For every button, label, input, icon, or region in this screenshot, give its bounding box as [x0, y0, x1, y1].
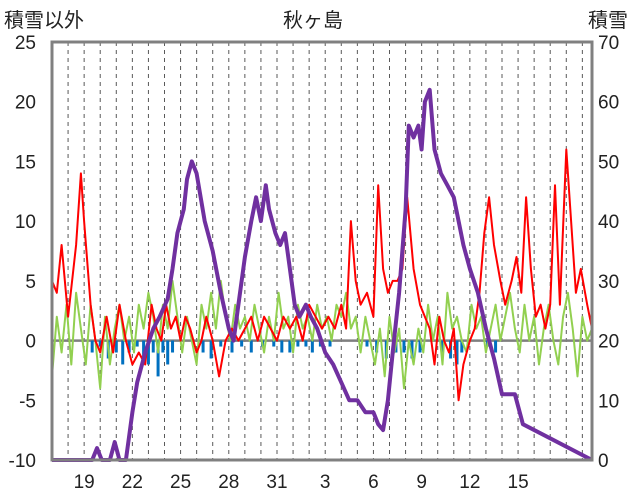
data-bar: [209, 340, 213, 359]
data-bar: [161, 340, 165, 353]
left-tick-label: 15: [15, 152, 36, 173]
data-bar: [219, 340, 223, 347]
left-tick-label: 5: [25, 272, 36, 293]
right-tick-label: 50: [598, 152, 619, 173]
x-tick-label: 19: [74, 472, 95, 493]
data-bar: [310, 340, 314, 353]
data-bar: [418, 340, 422, 353]
x-tick-label: 25: [170, 472, 191, 493]
series-line: [51, 279, 593, 390]
right-tick-label: 70: [598, 33, 619, 54]
x-tick-label: 3: [320, 472, 331, 493]
x-tick-label: 31: [266, 472, 287, 493]
data-bar: [455, 340, 459, 365]
data-bar: [90, 340, 94, 353]
data-bar: [114, 340, 118, 353]
data-bar: [240, 340, 244, 347]
data-bar: [201, 340, 205, 353]
left-tick-label: 20: [15, 93, 36, 114]
right-tick-label: 10: [598, 391, 619, 412]
data-bar: [146, 340, 150, 365]
data-bar: [151, 340, 155, 353]
left-tick-label: 10: [15, 212, 36, 233]
x-tick-label: 15: [508, 472, 529, 493]
chart-title: 秋ヶ島: [283, 8, 343, 32]
series-line: [51, 148, 593, 402]
plot-frame: [50, 40, 594, 462]
x-tick-label: 9: [416, 472, 427, 493]
right-axis-label: 積雪: [588, 8, 628, 32]
left-axis-label: 積雪以外: [4, 8, 84, 32]
data-bar: [280, 340, 284, 353]
data-bar: [288, 340, 292, 353]
data-bar: [121, 340, 125, 365]
data-bar: [402, 340, 406, 353]
data-bar: [296, 340, 300, 347]
x-tick-label: 12: [459, 472, 480, 493]
data-bar: [135, 340, 139, 347]
data-bar: [328, 340, 332, 347]
left-tick-label: 25: [15, 33, 36, 54]
data-bar: [304, 340, 308, 347]
x-tick-label: 6: [368, 472, 379, 493]
data-bar: [460, 340, 464, 353]
data-bar: [230, 340, 234, 353]
data-bar: [494, 340, 498, 353]
data-bar: [166, 340, 170, 365]
data-bar: [410, 340, 414, 359]
x-tick-label: 22: [122, 472, 143, 493]
line-series: [51, 87, 593, 462]
right-tick-label: 20: [598, 332, 619, 353]
data-bar: [441, 340, 445, 353]
data-bar: [171, 340, 175, 353]
x-tick-label: 28: [218, 472, 239, 493]
data-bar: [249, 340, 253, 353]
left-tick-label: -10: [9, 451, 36, 472]
left-tick-label: -5: [19, 391, 36, 412]
data-bar: [156, 340, 160, 377]
right-tick-label: 40: [598, 212, 619, 233]
right-tick-label: 0: [598, 451, 609, 472]
series-line: [52, 87, 593, 462]
left-tick-label: 0: [25, 332, 36, 353]
data-bar: [365, 340, 369, 347]
right-tick-label: 30: [598, 272, 619, 293]
data-bar: [127, 340, 131, 353]
data-bar: [142, 340, 146, 359]
right-tick-label: 60: [598, 93, 619, 114]
data-bar: [272, 340, 276, 347]
data-bar: [98, 340, 102, 347]
